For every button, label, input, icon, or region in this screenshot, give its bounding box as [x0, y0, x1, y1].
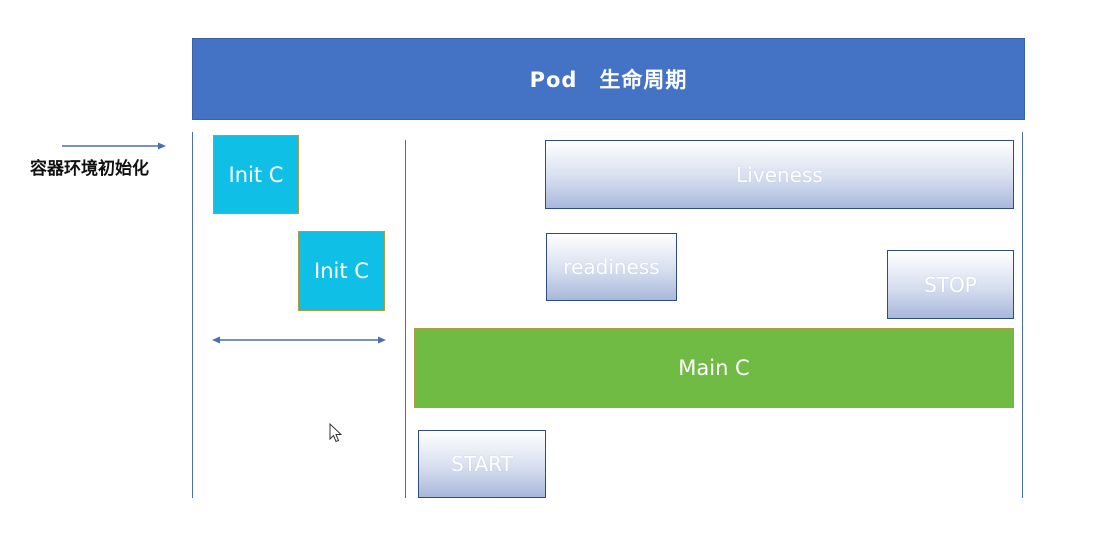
pod-lifecycle-title: Pod 生命周期: [192, 38, 1025, 120]
init-container-2: Init C: [298, 231, 385, 311]
right-boundary-line: [1022, 132, 1023, 498]
stop-hook: STOP: [887, 250, 1014, 319]
start-hook: START: [418, 430, 546, 498]
init-container-2-label: Init C: [314, 259, 369, 283]
main-container: Main C: [414, 328, 1014, 408]
init-divider-line: [405, 140, 406, 498]
double-arrow-icon: [212, 336, 386, 344]
liveness-probe: Liveness: [545, 140, 1014, 209]
start-label: START: [451, 452, 513, 476]
init-container-1: Init C: [213, 135, 299, 214]
init-container-1-label: Init C: [228, 162, 284, 187]
liveness-label: Liveness: [736, 162, 823, 187]
left-boundary-line: [192, 132, 193, 498]
readiness-probe: readiness: [546, 233, 677, 301]
stop-label: STOP: [924, 272, 977, 297]
mouse-cursor-icon: [329, 422, 343, 443]
readiness-label: readiness: [563, 255, 660, 279]
right-arrow-icon: [62, 142, 166, 150]
title-text: Pod 生命周期: [529, 68, 688, 92]
container-init-label: 容器环境初始化: [30, 159, 149, 179]
main-container-label: Main C: [678, 356, 750, 380]
